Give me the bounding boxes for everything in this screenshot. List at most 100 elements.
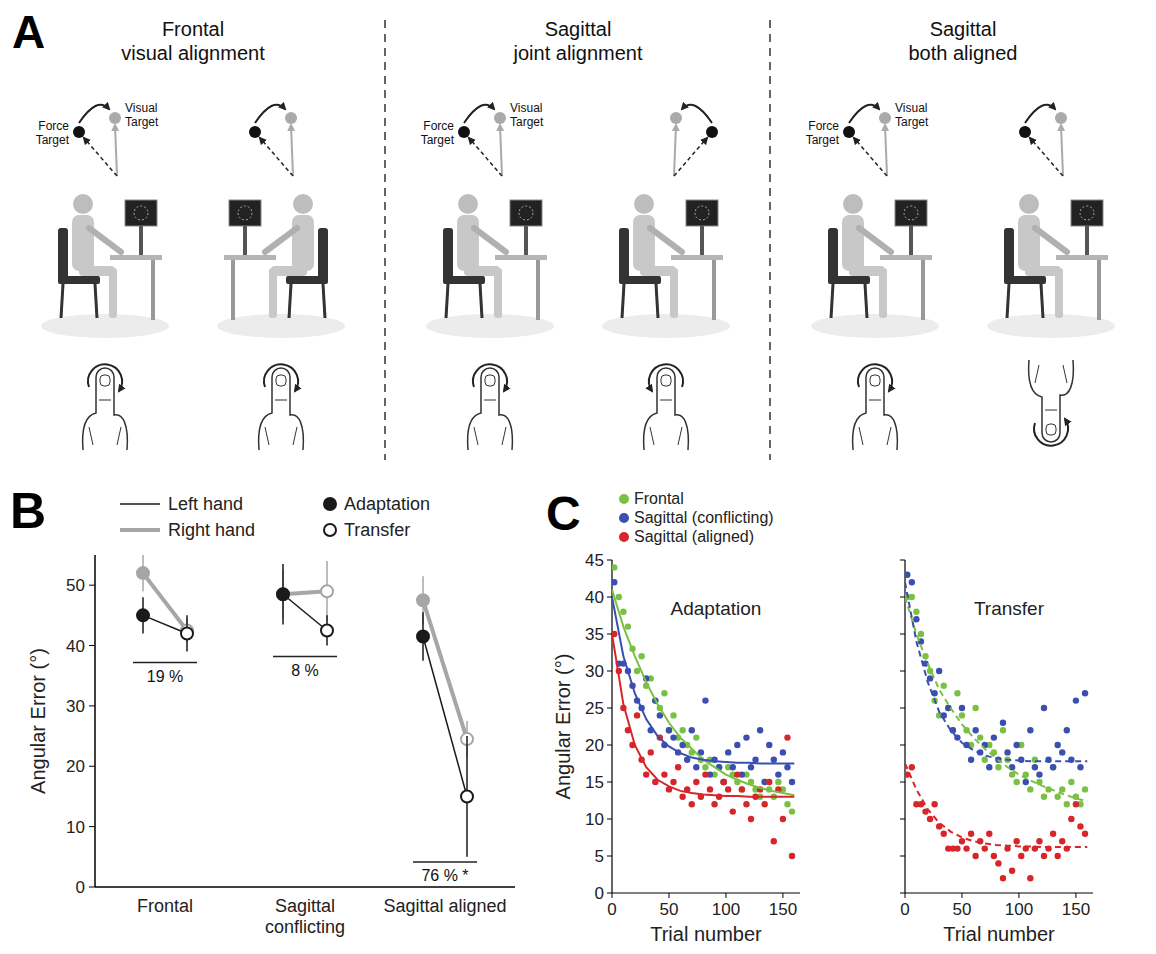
rotation-arrow — [849, 105, 879, 123]
monitor-stand — [700, 226, 704, 255]
visual-target-label: VisualTarget — [895, 101, 929, 129]
data-point — [137, 567, 149, 579]
data-point — [1009, 764, 1015, 770]
finger — [853, 368, 898, 450]
data-point — [417, 630, 429, 642]
data-point — [1059, 786, 1065, 792]
visual-target — [109, 112, 121, 124]
knuckle — [265, 427, 269, 445]
bracket — [273, 656, 337, 658]
chair-back — [828, 228, 838, 280]
legend-swatch — [324, 498, 336, 510]
data-point — [995, 764, 1001, 770]
data-point — [1032, 764, 1038, 770]
text-line: joint alignment — [513, 42, 643, 64]
data-point — [972, 853, 978, 859]
arm — [1035, 228, 1067, 252]
chair-back — [58, 228, 68, 280]
data-point — [991, 734, 997, 740]
rotation-arrow — [649, 364, 683, 391]
arm — [650, 228, 682, 252]
data-point — [661, 690, 667, 696]
text-line: both aligned — [909, 42, 1018, 64]
knuckle — [502, 427, 506, 445]
data-point — [743, 734, 749, 740]
fit-curve — [905, 764, 1087, 848]
text-line: Frontal — [162, 18, 224, 40]
head — [1019, 194, 1039, 214]
data-point — [734, 771, 740, 777]
y-tick — [900, 560, 905, 561]
data-point — [909, 579, 915, 585]
force-target — [1019, 126, 1031, 138]
knuckle — [1063, 365, 1067, 383]
desk — [1056, 255, 1108, 260]
x-tick-label: Frontal — [137, 896, 193, 916]
data-point — [771, 757, 777, 763]
y-axis — [611, 560, 612, 893]
y-tick — [89, 887, 95, 888]
data-point — [972, 705, 978, 711]
y-tick — [89, 766, 95, 767]
visual-direction — [885, 125, 887, 176]
data-point — [1018, 853, 1024, 859]
data-point — [995, 860, 1001, 866]
hand-icon — [853, 364, 898, 450]
knuckle — [650, 427, 654, 445]
shin — [670, 268, 678, 318]
y-tick-label: 40 — [585, 588, 604, 607]
hand-icon — [468, 364, 513, 450]
y-tick — [607, 634, 612, 635]
rotation-arrow — [264, 364, 298, 391]
arm — [265, 228, 297, 252]
x-axis — [95, 886, 515, 888]
knuckle — [1035, 365, 1039, 383]
knuckle — [660, 400, 672, 401]
data-point — [913, 616, 919, 622]
text-line: Force — [38, 119, 69, 133]
head — [843, 194, 863, 214]
desk-leg — [536, 260, 540, 320]
data-point — [277, 588, 289, 600]
chair-back — [443, 228, 453, 280]
data-point — [321, 585, 333, 597]
data-point — [982, 845, 988, 851]
fit-curve — [905, 597, 1087, 801]
desk — [880, 255, 932, 260]
text-line: Sagittal — [275, 896, 335, 916]
y-axis — [94, 555, 96, 887]
data-point — [734, 742, 740, 748]
data-point — [789, 853, 795, 859]
data-point — [977, 734, 983, 740]
chair-back — [619, 228, 629, 280]
legend-label: Adaptation — [344, 494, 430, 514]
data-point — [634, 712, 640, 718]
panel-c-2: 050100150Trial numberTransfer — [900, 560, 1093, 945]
data-point — [972, 727, 978, 733]
hand-icon — [83, 364, 128, 450]
legend-swatch — [324, 524, 336, 536]
legend-label: Left hand — [168, 494, 243, 514]
panel-b: B01020304050Angular Error (°)FrontalSagi… — [10, 483, 515, 937]
data-point — [954, 845, 960, 851]
y-tick-label: 15 — [585, 773, 604, 792]
data-point — [941, 683, 947, 689]
data-point — [748, 816, 754, 822]
data-point — [1036, 779, 1042, 785]
data-point — [675, 764, 681, 770]
x-axis — [905, 892, 1093, 893]
data-point — [612, 564, 617, 570]
monitor — [895, 200, 927, 226]
x-axis-title: Trial number — [650, 923, 762, 945]
x-tick — [668, 893, 669, 898]
data-point — [1082, 690, 1088, 696]
data-point — [766, 779, 772, 785]
knuckle — [1045, 410, 1057, 411]
data-point — [625, 623, 631, 629]
data-point — [693, 764, 699, 770]
knuckle — [887, 427, 891, 445]
data-point — [739, 786, 745, 792]
y-axis-title: Angular Error (°) — [27, 648, 49, 794]
data-point — [707, 786, 713, 792]
panel-a: AFrontalvisual alignmentVisualTargetForc… — [12, 6, 1115, 460]
